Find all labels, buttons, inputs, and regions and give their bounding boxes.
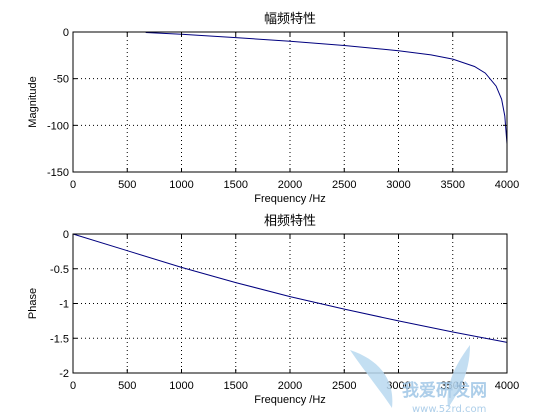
series-line-1 bbox=[72, 233, 508, 343]
x-tick-label: 1500 bbox=[224, 380, 248, 392]
subplot-2: 050010001500200025003000350040000-0.5-1-… bbox=[27, 214, 519, 406]
y-tick-label: -0.5 bbox=[50, 264, 69, 276]
watermark-wing-icon bbox=[350, 350, 393, 408]
y-axis-label: Magnitude bbox=[27, 76, 39, 127]
x-tick-label: 2000 bbox=[278, 179, 302, 191]
y-tick-label: -1 bbox=[59, 299, 69, 311]
y-tick-label: -2 bbox=[59, 368, 69, 380]
x-tick-label: 4000 bbox=[495, 380, 519, 392]
x-tick-label: 2500 bbox=[332, 380, 356, 392]
watermark: 我爱研发网 www.52rd.com bbox=[350, 345, 487, 415]
y-tick-label: 0 bbox=[63, 27, 69, 39]
x-tick-label: 1000 bbox=[169, 380, 193, 392]
x-tick-label: 500 bbox=[118, 179, 136, 191]
x-tick-label: 4000 bbox=[495, 179, 519, 191]
y-tick-label: -50 bbox=[53, 74, 69, 86]
x-axis-label: Frequency /Hz bbox=[254, 193, 326, 205]
x-tick-label: 0 bbox=[70, 179, 76, 191]
x-tick-label: 1000 bbox=[169, 179, 193, 191]
y-tick-label: -1.5 bbox=[50, 333, 69, 345]
watermark-url: www.52rd.com bbox=[412, 404, 486, 415]
y-tick-label: -100 bbox=[47, 120, 69, 132]
x-tick-label: 2000 bbox=[278, 380, 302, 392]
y-tick-label: -150 bbox=[47, 167, 69, 179]
y-axis-label: Phase bbox=[27, 288, 39, 319]
x-tick-label: 1500 bbox=[224, 179, 248, 191]
x-tick-label: 3000 bbox=[386, 179, 410, 191]
subplot-1: 0 500 1000 1500 2000 2500 3000 3500 4000 0 -50 -100… bbox=[27, 12, 519, 205]
x-tick-label: 3000 bbox=[386, 380, 410, 392]
x-axis-label: Frequency /Hz bbox=[254, 394, 326, 406]
watermark-text: 我爱研发网 bbox=[402, 380, 487, 401]
watermark-wing-icon bbox=[447, 345, 470, 408]
y-tick-label: 0 bbox=[63, 229, 69, 241]
series-line-1 bbox=[145, 32, 508, 145]
x-tick-label: 3500 bbox=[441, 179, 465, 191]
x-tick-label: 0 bbox=[70, 380, 76, 392]
chart-title: 幅频特性 bbox=[264, 12, 316, 27]
x-tick-label: 2500 bbox=[332, 179, 356, 191]
x-tick-label: 500 bbox=[118, 380, 136, 392]
chart-title: 相频特性 bbox=[264, 214, 316, 229]
